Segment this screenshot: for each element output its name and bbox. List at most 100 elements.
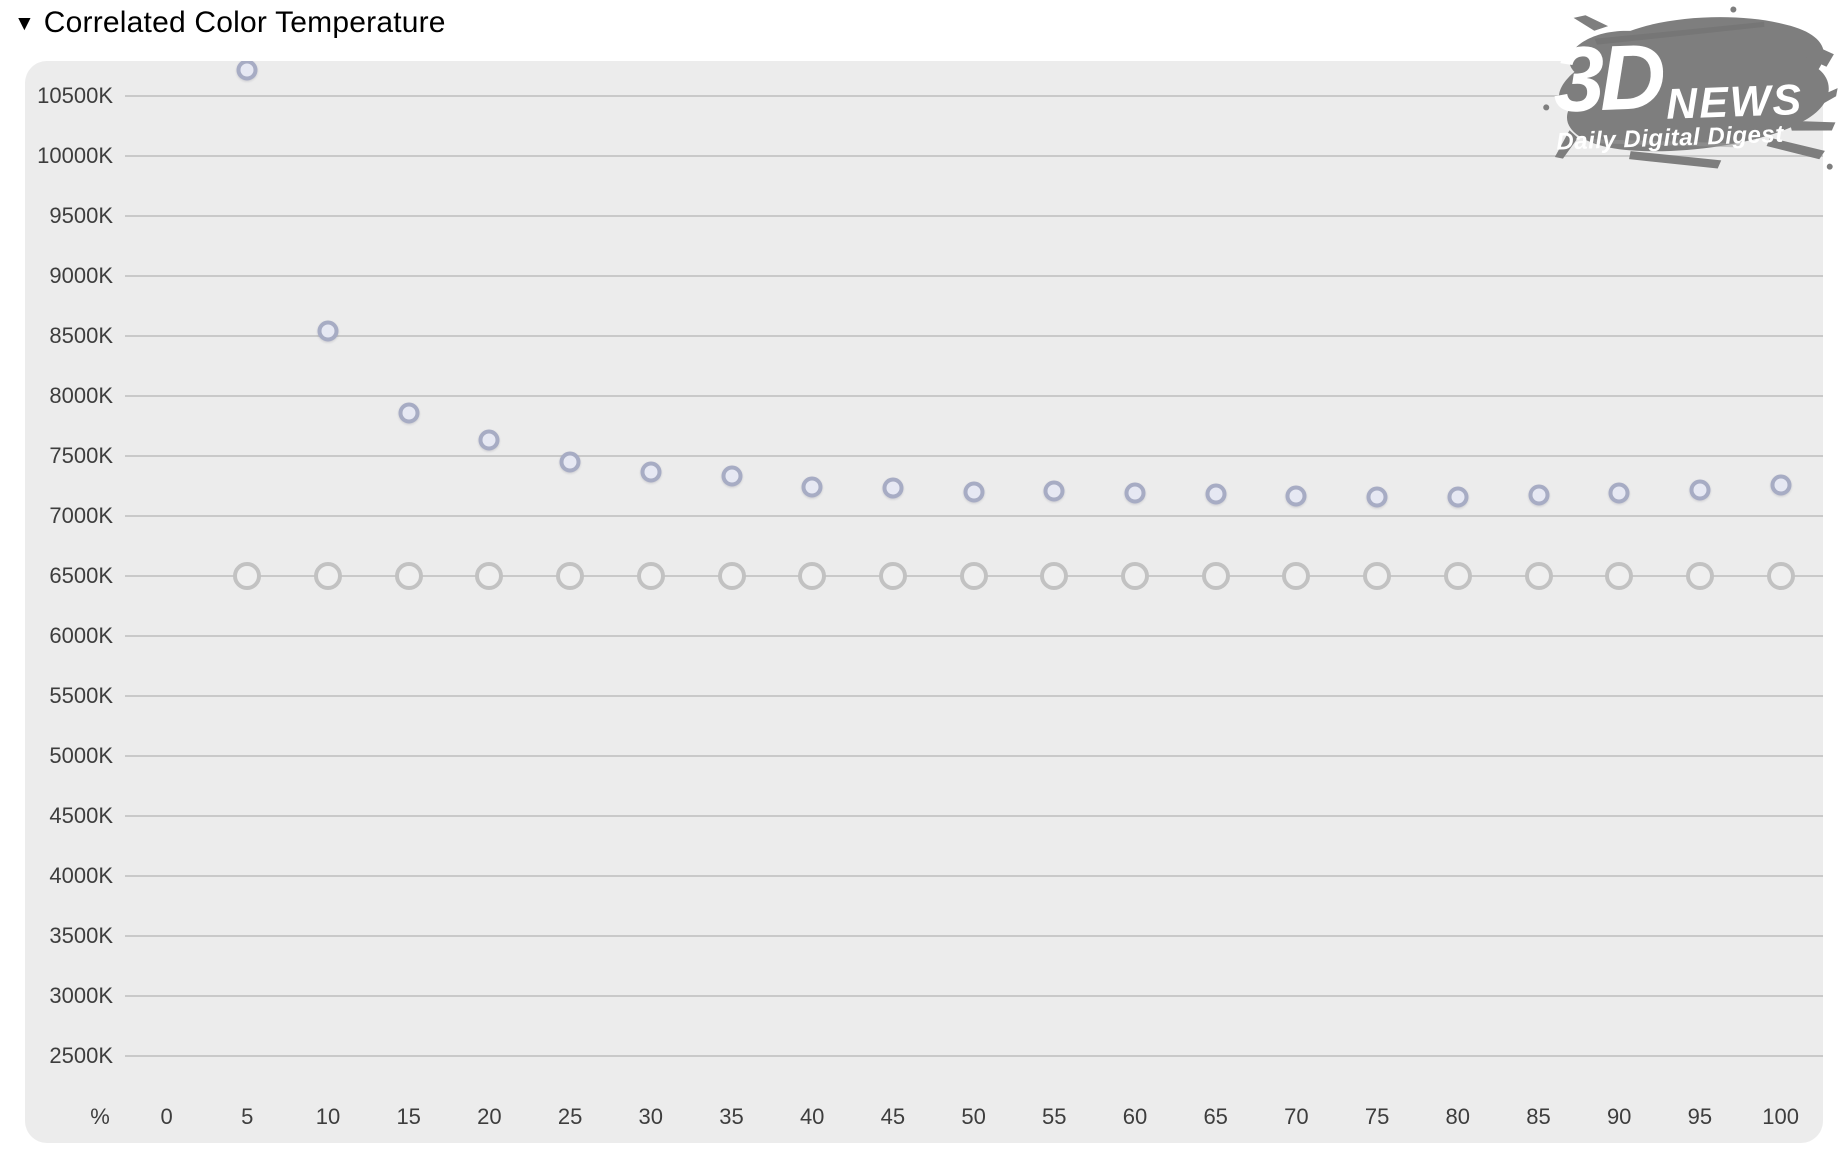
x-tick-label: 85 bbox=[1526, 1104, 1551, 1129]
x-tick-label: 45 bbox=[880, 1104, 906, 1129]
gridline bbox=[125, 275, 1823, 277]
data-point-measured-cct bbox=[1124, 482, 1146, 504]
x-tick-label: 15 bbox=[396, 1104, 421, 1129]
data-point-reference-6500K bbox=[314, 562, 342, 590]
y-tick-label: 5500K bbox=[49, 683, 113, 708]
data-point-reference-6500K bbox=[1040, 562, 1069, 590]
y-tick-label: 4500K bbox=[49, 803, 113, 828]
x-tick-label: 0 bbox=[160, 1104, 173, 1129]
data-point-measured-cct bbox=[1043, 480, 1065, 502]
gridline bbox=[125, 335, 1823, 337]
y-tick-label: 3500K bbox=[49, 923, 113, 948]
gridline bbox=[125, 935, 1823, 937]
x-tick-label: 90 bbox=[1606, 1104, 1632, 1129]
data-point-measured-cct bbox=[1528, 484, 1549, 506]
y-tick-label: 2500K bbox=[49, 1043, 113, 1068]
data-point-measured-cct bbox=[1366, 486, 1388, 508]
data-point-measured-cct bbox=[478, 429, 500, 451]
data-point-reference-6500K bbox=[1605, 562, 1634, 590]
data-point-measured-cct bbox=[721, 465, 742, 487]
data-point-reference-6500K bbox=[1524, 562, 1553, 590]
data-point-measured-cct bbox=[1689, 479, 1711, 501]
x-tick-label: 20 bbox=[477, 1104, 502, 1129]
data-point-reference-6500K bbox=[1201, 562, 1230, 590]
data-point-reference-6500K bbox=[1766, 562, 1795, 590]
x-tick-label: 5 bbox=[241, 1104, 254, 1129]
data-point-reference-6500K bbox=[556, 562, 585, 590]
x-tick-label: 60 bbox=[1122, 1104, 1148, 1129]
data-point-reference-6500K bbox=[1121, 562, 1149, 590]
x-tick-label: 35 bbox=[719, 1104, 744, 1129]
y-tick-label: 9000K bbox=[49, 263, 113, 288]
data-point-measured-cct bbox=[1205, 483, 1227, 505]
data-point-measured-cct bbox=[559, 451, 581, 473]
data-point-reference-6500K bbox=[1363, 562, 1392, 590]
data-point-measured-cct bbox=[801, 476, 823, 498]
y-tick-label: 3000K bbox=[49, 983, 113, 1008]
gridline bbox=[125, 1055, 1823, 1057]
x-tick-label: 30 bbox=[638, 1104, 664, 1129]
y-tick-label: 6500K bbox=[49, 563, 113, 588]
x-tick-label: 100 bbox=[1762, 1104, 1799, 1129]
data-point-reference-6500K bbox=[1443, 562, 1472, 590]
y-tick-label: 10500K bbox=[37, 83, 113, 108]
data-point-measured-cct bbox=[1770, 474, 1792, 496]
x-axis-unit-label: % bbox=[90, 1104, 110, 1129]
gridline bbox=[125, 95, 1823, 97]
x-tick-label: 70 bbox=[1284, 1104, 1309, 1129]
data-point-reference-6500K bbox=[636, 562, 665, 590]
data-point-reference-6500K bbox=[1685, 562, 1714, 590]
page-title-row: ▼ Correlated Color Temperature bbox=[14, 6, 446, 40]
data-point-reference-6500K bbox=[798, 562, 827, 590]
data-point-reference-6500K bbox=[717, 562, 746, 590]
gridline bbox=[125, 155, 1823, 157]
data-point-measured-cct bbox=[1608, 482, 1630, 504]
chart-area: 10500K 10000K 9500K 9000K 8500K 8000K 7500K 700… bbox=[25, 61, 1823, 1143]
y-tick-label: 7500K bbox=[49, 443, 113, 468]
gridline bbox=[125, 875, 1823, 877]
data-point-measured-cct bbox=[236, 61, 258, 81]
logo-3dnews: 3D NEWS Daily Digital Digest bbox=[1543, 6, 1838, 170]
data-point-reference-6500K bbox=[394, 562, 423, 590]
data-point-reference-6500K bbox=[959, 562, 988, 590]
y-tick-label: 6000K bbox=[49, 623, 113, 648]
data-point-measured-cct bbox=[1447, 486, 1469, 508]
page-title: Correlated Color Temperature bbox=[43, 6, 446, 39]
collapse-triangle-icon[interactable]: ▼ bbox=[14, 11, 35, 35]
gridline bbox=[125, 215, 1823, 217]
x-tick-label: 55 bbox=[1042, 1104, 1067, 1129]
x-tick-label: 80 bbox=[1445, 1104, 1471, 1129]
x-tick-label: 75 bbox=[1364, 1104, 1390, 1129]
gridline bbox=[125, 455, 1823, 457]
y-tick-label: 8000K bbox=[49, 383, 113, 408]
data-point-reference-6500K bbox=[1282, 562, 1311, 590]
data-point-reference-6500K bbox=[475, 562, 504, 590]
x-tick-label: 40 bbox=[799, 1104, 825, 1129]
data-point-measured-cct bbox=[882, 477, 904, 499]
x-tick-label: 50 bbox=[961, 1104, 986, 1129]
x-tick-label: 25 bbox=[557, 1104, 583, 1129]
gridline bbox=[125, 755, 1823, 757]
gridline bbox=[125, 635, 1823, 637]
logo-blob bbox=[1543, 6, 1838, 170]
y-tick-label: 7000K bbox=[49, 503, 113, 528]
data-point-measured-cct bbox=[317, 320, 339, 342]
data-point-reference-6500K bbox=[878, 562, 907, 590]
x-tick-label: 10 bbox=[315, 1104, 341, 1129]
x-tick-label: 95 bbox=[1687, 1104, 1713, 1129]
data-point-measured-cct bbox=[398, 402, 420, 424]
x-tick-label: 65 bbox=[1203, 1104, 1228, 1129]
y-tick-label: 9500K bbox=[49, 203, 113, 228]
data-point-reference-6500K bbox=[233, 562, 262, 590]
logo-3d-text: 3D bbox=[1551, 26, 1665, 132]
y-tick-label: 5000K bbox=[49, 743, 113, 768]
gridline bbox=[125, 815, 1823, 817]
data-point-measured-cct bbox=[1285, 485, 1307, 507]
gridline bbox=[125, 995, 1823, 997]
y-tick-label: 4000K bbox=[49, 863, 113, 888]
gridline bbox=[125, 515, 1823, 517]
data-point-measured-cct bbox=[963, 481, 985, 503]
logo-news-text: NEWS bbox=[1665, 76, 1804, 129]
y-tick-label: 8500K bbox=[49, 323, 113, 348]
data-point-measured-cct bbox=[640, 461, 662, 483]
